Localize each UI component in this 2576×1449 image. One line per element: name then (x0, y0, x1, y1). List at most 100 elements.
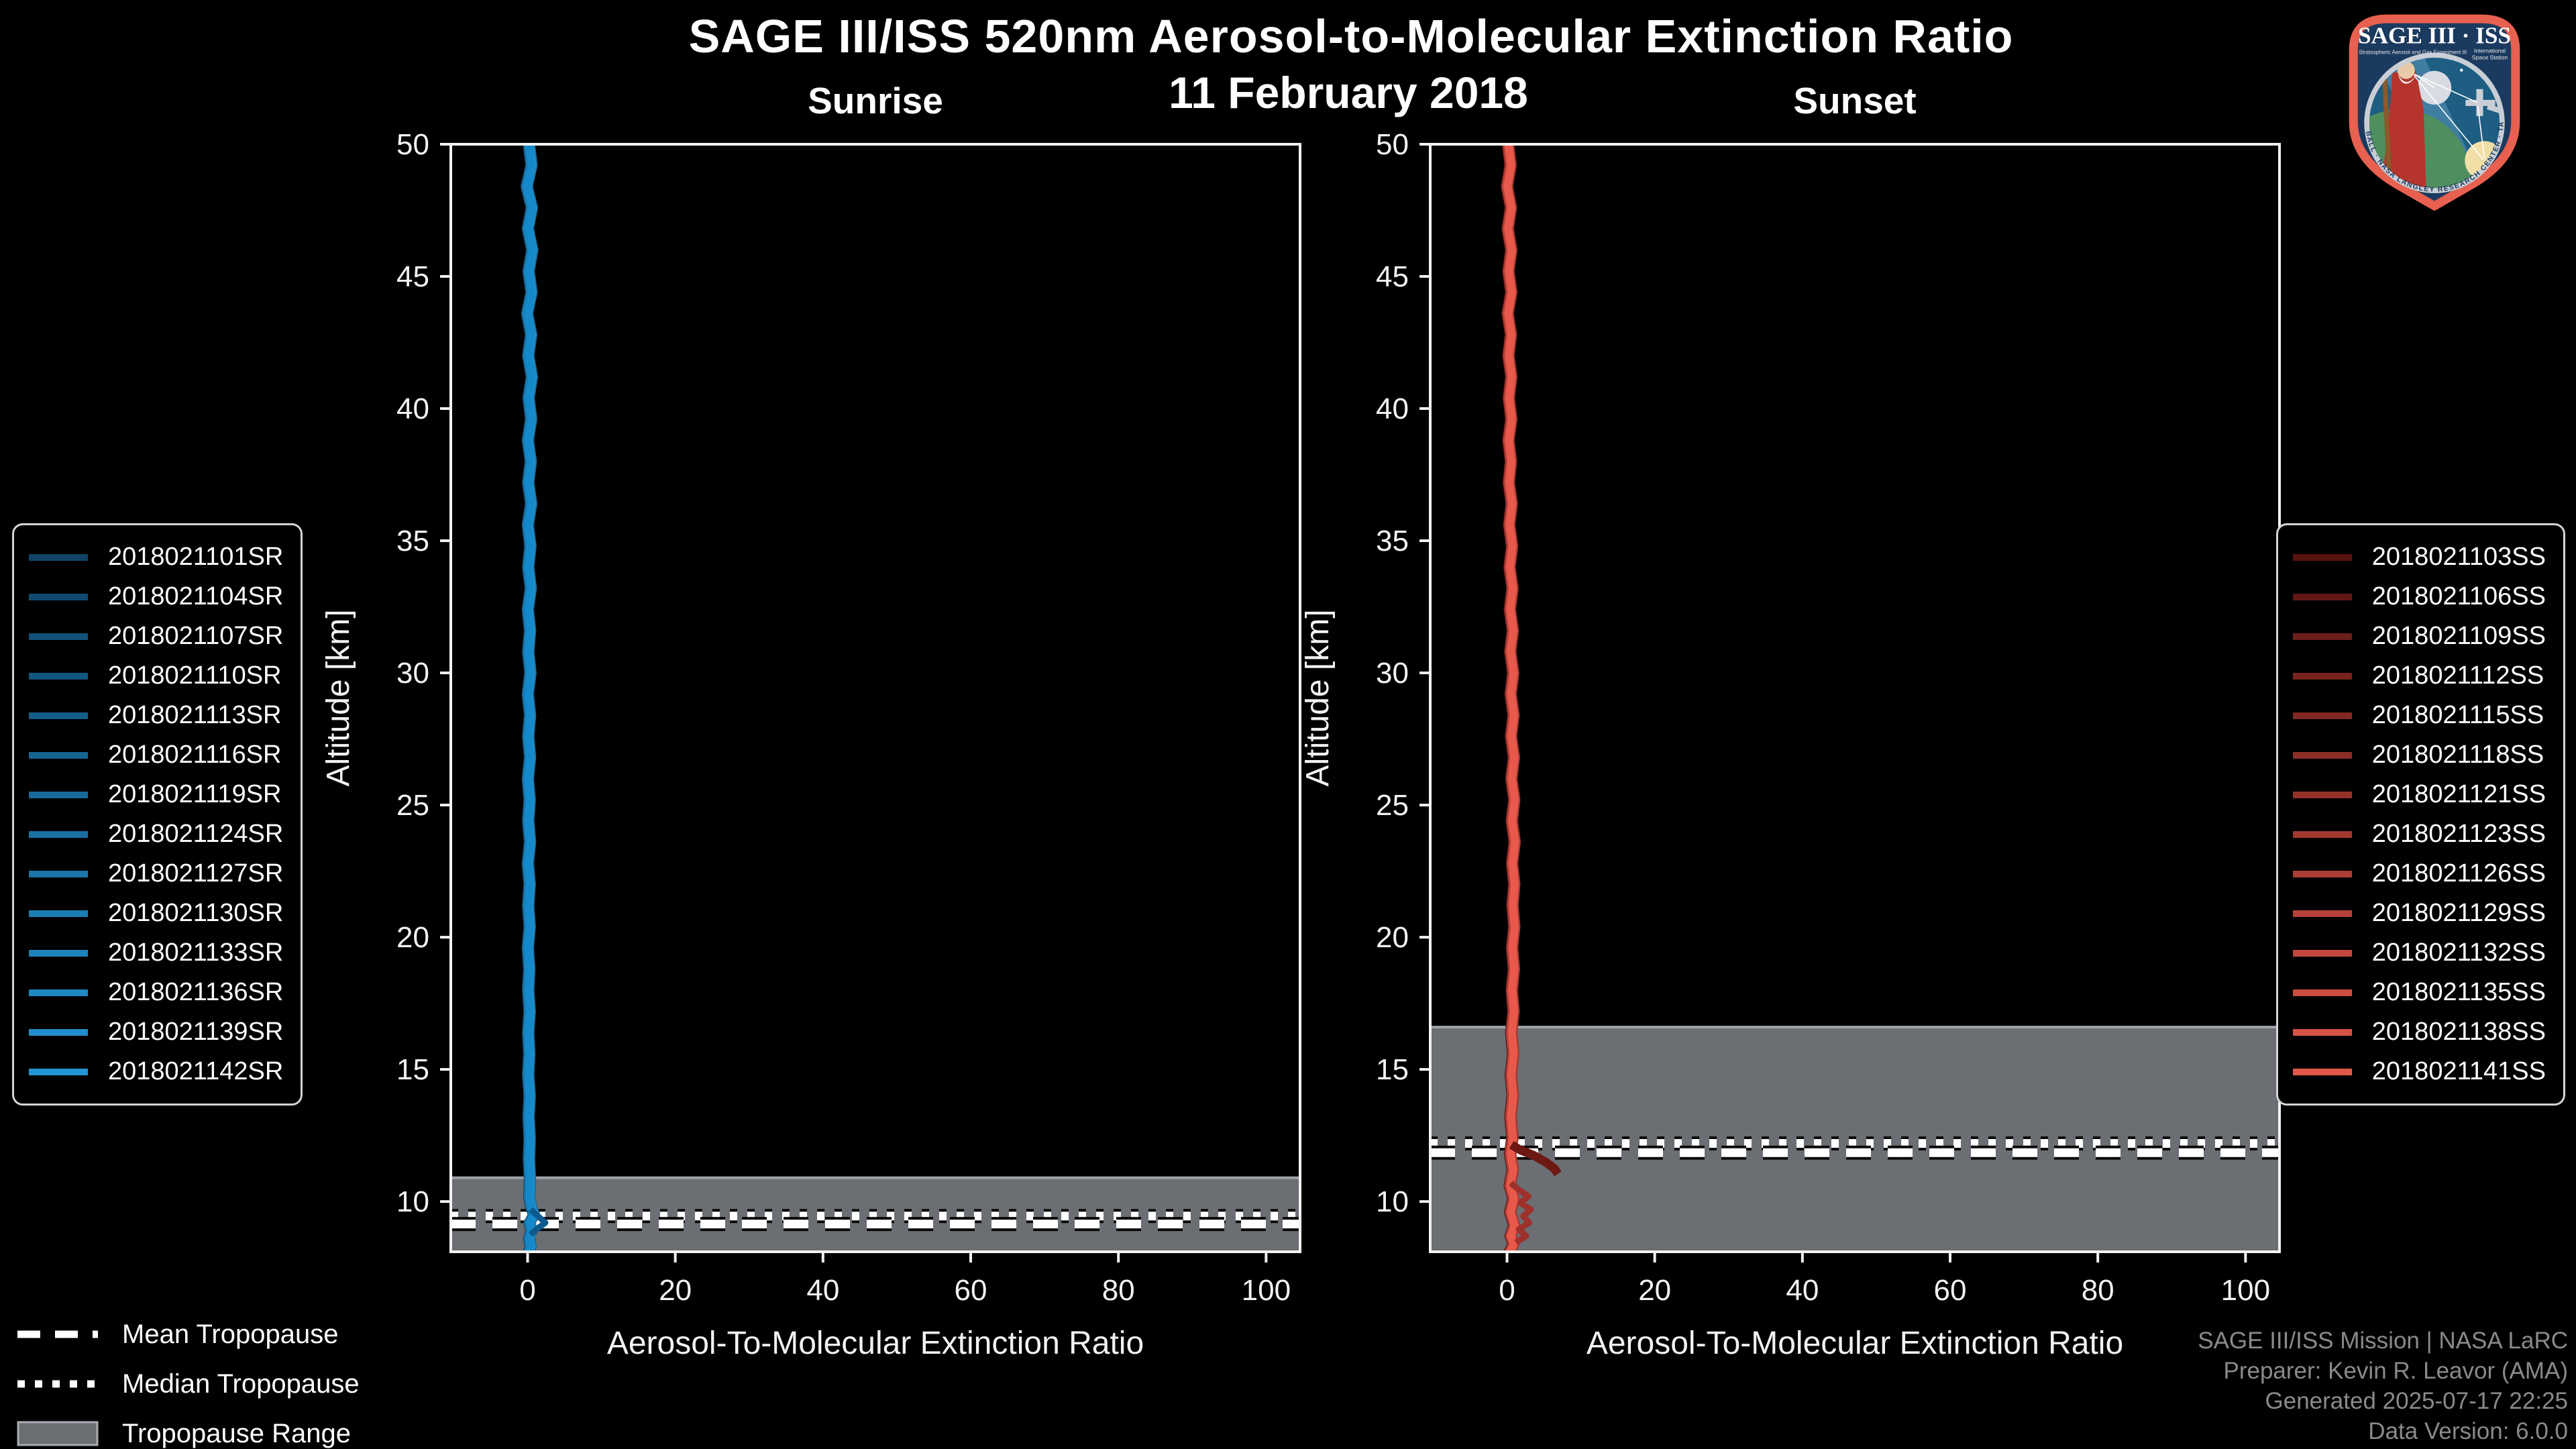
legend-event-label: 2018021124SR (108, 820, 284, 848)
legend-line-swatch (2292, 593, 2352, 600)
legend-line-swatch (29, 1028, 88, 1036)
credits-generated: Generated 2025-07-17 22:25 (2265, 1388, 2568, 1414)
legend-item-2018021139SR: 2018021139SR (29, 1012, 283, 1052)
panel-title-sunset: Sunset (1793, 80, 1917, 121)
legend-item-2018021127SR: 2018021127SR (29, 854, 283, 894)
legend-line-swatch (29, 633, 88, 640)
legend-item-2018021129SS: 2018021129SS (2292, 894, 2546, 933)
x-tick-label: 40 (1786, 1274, 1819, 1307)
y-tick-label: 20 (1376, 921, 1409, 954)
legend-item-2018021118SS: 2018021118SS (2292, 735, 2546, 775)
median-tropopause-label: Median Tropopause (122, 1368, 360, 1399)
legend-event-label: 2018021133SR (108, 938, 284, 967)
y-tick-label: 35 (1376, 525, 1409, 557)
tropopause-legend-range: Tropopause Range (16, 1409, 360, 1449)
legend-line-swatch (29, 989, 88, 996)
legend-event-label: 2018021101SR (108, 543, 284, 571)
x-tick-label: 100 (2221, 1274, 2270, 1307)
legend-item-2018021104SR: 2018021104SR (29, 577, 283, 616)
y-tick-label: 10 (396, 1185, 429, 1218)
profile-branch-1-1 (1509, 1181, 1534, 1245)
legend-line-swatch (2292, 633, 2352, 640)
legend-event-label: 2018021126SS (2371, 859, 2546, 888)
legend-line-swatch (29, 830, 88, 838)
legend-item-2018021121SS: 2018021121SS (2292, 775, 2546, 814)
plot-content-sunrise (451, 144, 1300, 1252)
tropopause-range-swatch (17, 1421, 99, 1446)
patch-title: SAGE III · ISS (2358, 22, 2511, 48)
legend-event-label: 2018021110SR (108, 661, 282, 690)
legend-event-label: 2018021119SR (108, 780, 282, 808)
panel-title-sunrise: Sunrise (808, 80, 943, 121)
plot-frame (449, 143, 1301, 1253)
y-tick-label: 25 (396, 789, 429, 822)
patch-subtitle-right-1: International (2474, 47, 2506, 54)
figure-title: SAGE III/ISS 520nm Aerosol-to-Molecular … (688, 10, 2014, 62)
credits-mission: SAGE III/ISS Mission | NASA LaRC (2198, 1328, 2568, 1354)
legend-line-swatch (29, 672, 88, 680)
legend-line-swatch (29, 593, 88, 600)
legend-item-2018021141SS: 2018021141SS (2292, 1052, 2546, 1091)
tropopause-legend: Mean Tropopause Median Tropopause Tropop… (16, 1309, 360, 1449)
legend-item-2018021119SR: 2018021119SR (29, 775, 283, 814)
x-axis-label: Aerosol-To-Molecular Extinction Ratio (607, 1326, 1144, 1361)
y-tick-label: 30 (396, 657, 429, 690)
legend-event-label: 2018021127SR (108, 859, 284, 888)
legend-line-swatch (2292, 989, 2352, 996)
legend-event-label: 2018021118SS (2371, 741, 2544, 769)
x-axis-label: Aerosol-To-Molecular Extinction Ratio (1587, 1326, 2123, 1361)
credits-preparer: Preparer: Kevin R. Leavor (AMA) (2223, 1358, 2568, 1384)
legend-event-label: 2018021113SR (108, 701, 282, 729)
x-tick-label: 100 (1242, 1274, 1291, 1307)
legend-line-swatch (2292, 1068, 2352, 1075)
y-tick-label: 50 (1376, 128, 1409, 161)
legend-event-label: 2018021138SS (2371, 1018, 2546, 1046)
legend-event-label: 2018021132SS (2371, 938, 2546, 967)
sight-lines (2414, 73, 2485, 160)
legend-event-label: 2018021123SS (2371, 820, 2546, 848)
legend-line-swatch (29, 870, 88, 877)
legend-item-2018021109SS: 2018021109SS (2292, 616, 2546, 656)
credits-data-version: Data Version: 6.0.0 (2368, 1418, 2568, 1444)
legend-event-label: 2018021109SS (2371, 622, 2546, 650)
mean-tropopause-dashed-swatch (17, 1330, 98, 1338)
y-tick-label: 40 (396, 392, 429, 425)
legend-event-label: 2018021106SS (2371, 582, 2546, 610)
y-tick-label: 35 (396, 525, 429, 557)
legend-item-2018021103SS: 2018021103SS (2292, 537, 2546, 577)
legend-event-label: 2018021103SS (2371, 543, 2546, 571)
legend-event-label: 2018021112SS (2371, 661, 2544, 690)
median-tropopause-dotted-swatch (17, 1380, 98, 1388)
legend-line-swatch (2292, 791, 2352, 798)
sage-iii-iss-mission-patch: BALL · NASA LANGLEY RESEARCH CENTER · TA… (2333, 8, 2520, 211)
legend-event-label: 2018021142SR (108, 1057, 284, 1085)
legend-line-swatch (29, 553, 88, 561)
legend-line-swatch (2292, 1028, 2352, 1036)
legend-line-swatch (2292, 870, 2352, 877)
legend-item-2018021142SR: 2018021142SR (29, 1052, 283, 1091)
x-tick-label: 0 (1499, 1274, 1515, 1307)
legend-event-label: 2018021104SR (108, 582, 284, 610)
legend-event-label: 2018021135SS (2371, 978, 2546, 1006)
y-tick-label: 10 (1376, 1185, 1409, 1218)
x-tick-label: 60 (955, 1274, 987, 1307)
legend-line-swatch (2292, 553, 2352, 561)
profile-branch-1-0 (1509, 1140, 1562, 1177)
profile-branch-0-0 (528, 1207, 549, 1237)
legend-item-2018021123SS: 2018021123SS (2292, 814, 2546, 854)
legend-item-2018021135SS: 2018021135SS (2292, 973, 2546, 1012)
legend-item-2018021101SR: 2018021101SR (29, 537, 283, 577)
legend-event-label: 2018021141SS (2371, 1057, 2546, 1085)
legend-item-2018021130SR: 2018021130SR (29, 894, 283, 933)
legend-item-2018021133SR: 2018021133SR (29, 933, 283, 973)
legend-event-label: 2018021107SR (108, 622, 284, 650)
legend-item-2018021132SS: 2018021132SS (2292, 933, 2546, 973)
legend-event-label: 2018021130SR (108, 899, 284, 927)
credits-block: SAGE III/ISS Mission | NASA LaRC Prepare… (2198, 1326, 2568, 1446)
x-tick-label: 80 (1102, 1274, 1135, 1307)
legend-line-swatch (29, 791, 88, 798)
legend-sunset-events: 2018021103SS 2018021106SS 2018021109SS 2018… (2275, 523, 2565, 1106)
y-axis-label: Altitude [km] (321, 609, 356, 786)
